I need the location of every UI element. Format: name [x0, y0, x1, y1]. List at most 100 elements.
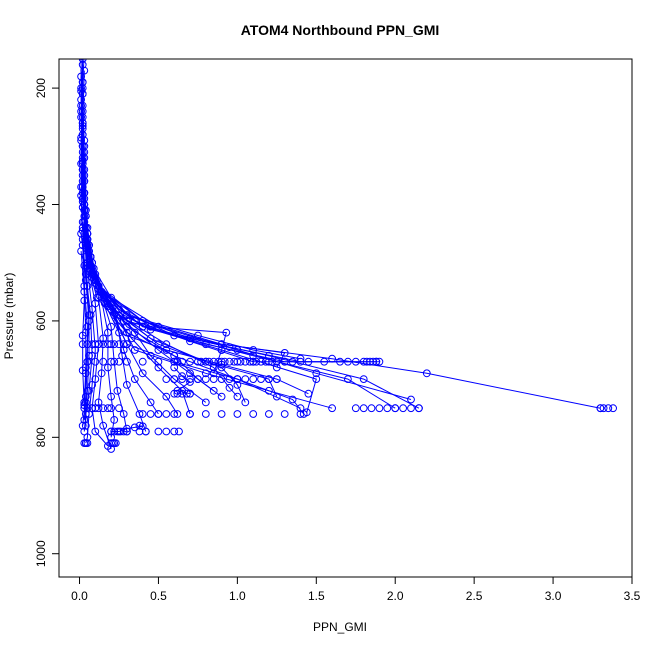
- data-point: [104, 404, 112, 413]
- x-tick-label: 2.5: [466, 589, 483, 603]
- data-point: [369, 357, 378, 366]
- data-point: [183, 389, 191, 398]
- data-point: [107, 340, 115, 349]
- data-point: [119, 410, 128, 418]
- y-tick-label: 200: [34, 78, 48, 98]
- data-point: [154, 363, 163, 372]
- data-point: [344, 375, 352, 384]
- data-point: [127, 334, 136, 343]
- data-point: [194, 357, 202, 366]
- data-point: [138, 317, 147, 325]
- data-point: [94, 293, 103, 302]
- data-point: [138, 357, 147, 366]
- data-point: [233, 346, 242, 354]
- data-point: [186, 375, 194, 384]
- data-point: [115, 311, 123, 320]
- data-point: [249, 346, 258, 354]
- data-point: [85, 267, 93, 276]
- data-point: [367, 404, 376, 413]
- x-tick-label: 2.0: [387, 589, 404, 603]
- data-point: [123, 311, 131, 320]
- data-point: [146, 410, 155, 418]
- data-point: [233, 381, 242, 389]
- data-point: [201, 340, 210, 349]
- data-point: [596, 404, 605, 413]
- data-point: [296, 354, 305, 363]
- data-point: [77, 136, 85, 145]
- data-point: [78, 124, 87, 133]
- data-point: [80, 66, 89, 75]
- data-point: [94, 404, 103, 413]
- data-point: [422, 369, 431, 378]
- y-tick-label: 600: [34, 311, 48, 331]
- data-point: [100, 299, 109, 308]
- data-point: [77, 72, 85, 81]
- data-point: [80, 416, 89, 424]
- data-point: [123, 381, 131, 389]
- data-point: [178, 357, 187, 366]
- data-point: [225, 383, 234, 392]
- data-point: [225, 357, 234, 366]
- data-point: [257, 375, 265, 384]
- data-point: [299, 410, 308, 418]
- data-point: [217, 392, 226, 401]
- data-point: [217, 375, 226, 384]
- y-axis: 200 400 600 800 1000: [34, 78, 60, 567]
- data-point: [83, 235, 92, 244]
- data-point: [77, 183, 85, 191]
- data-point: [186, 369, 194, 378]
- data-point: [77, 101, 85, 110]
- data-point: [154, 357, 163, 366]
- data-point: [296, 357, 305, 366]
- data-point: [78, 340, 87, 349]
- data-point: [162, 410, 171, 418]
- data-point: [249, 375, 258, 384]
- x-tick-label: 3.0: [545, 589, 562, 603]
- data-point: [351, 357, 360, 366]
- data-point: [91, 279, 100, 288]
- data-point: [107, 293, 115, 302]
- data-point: [85, 311, 93, 320]
- x-tick-label: 3.5: [624, 589, 641, 603]
- data-point: [154, 410, 163, 418]
- data-point: [138, 410, 147, 418]
- data-point: [146, 325, 155, 334]
- data-point: [217, 346, 226, 354]
- data-point: [80, 404, 89, 413]
- data-point: [88, 381, 96, 389]
- data-point: [186, 378, 194, 386]
- data-point: [220, 357, 229, 366]
- data-point: [197, 357, 206, 366]
- data-point: [88, 351, 96, 360]
- data-point: [135, 410, 144, 418]
- data-point: [170, 357, 179, 366]
- data-point: [252, 357, 261, 366]
- data-point: [80, 218, 89, 226]
- data-point: [280, 410, 289, 418]
- data-point: [85, 247, 93, 256]
- data-point: [78, 171, 87, 180]
- data-point: [194, 331, 202, 340]
- data-point: [217, 340, 226, 349]
- data-point: [77, 247, 85, 256]
- data-point: [111, 439, 120, 448]
- data-point: [241, 357, 250, 366]
- data-point: [91, 299, 100, 308]
- data-point: [107, 305, 115, 314]
- data-point: [115, 404, 123, 413]
- data-point: [604, 404, 613, 413]
- data-point: [170, 389, 179, 398]
- data-point: [236, 357, 245, 366]
- series-line: [80, 88, 377, 363]
- data-point: [80, 287, 89, 296]
- data-point: [81, 276, 90, 285]
- data-point: [115, 305, 123, 314]
- data-point: [78, 59, 84, 60]
- data-point: [81, 50, 88, 57]
- data-points-layer: [77, 50, 617, 453]
- series-line: [82, 88, 301, 409]
- data-point: [265, 375, 273, 384]
- data-point: [99, 404, 108, 413]
- data-point: [399, 404, 408, 413]
